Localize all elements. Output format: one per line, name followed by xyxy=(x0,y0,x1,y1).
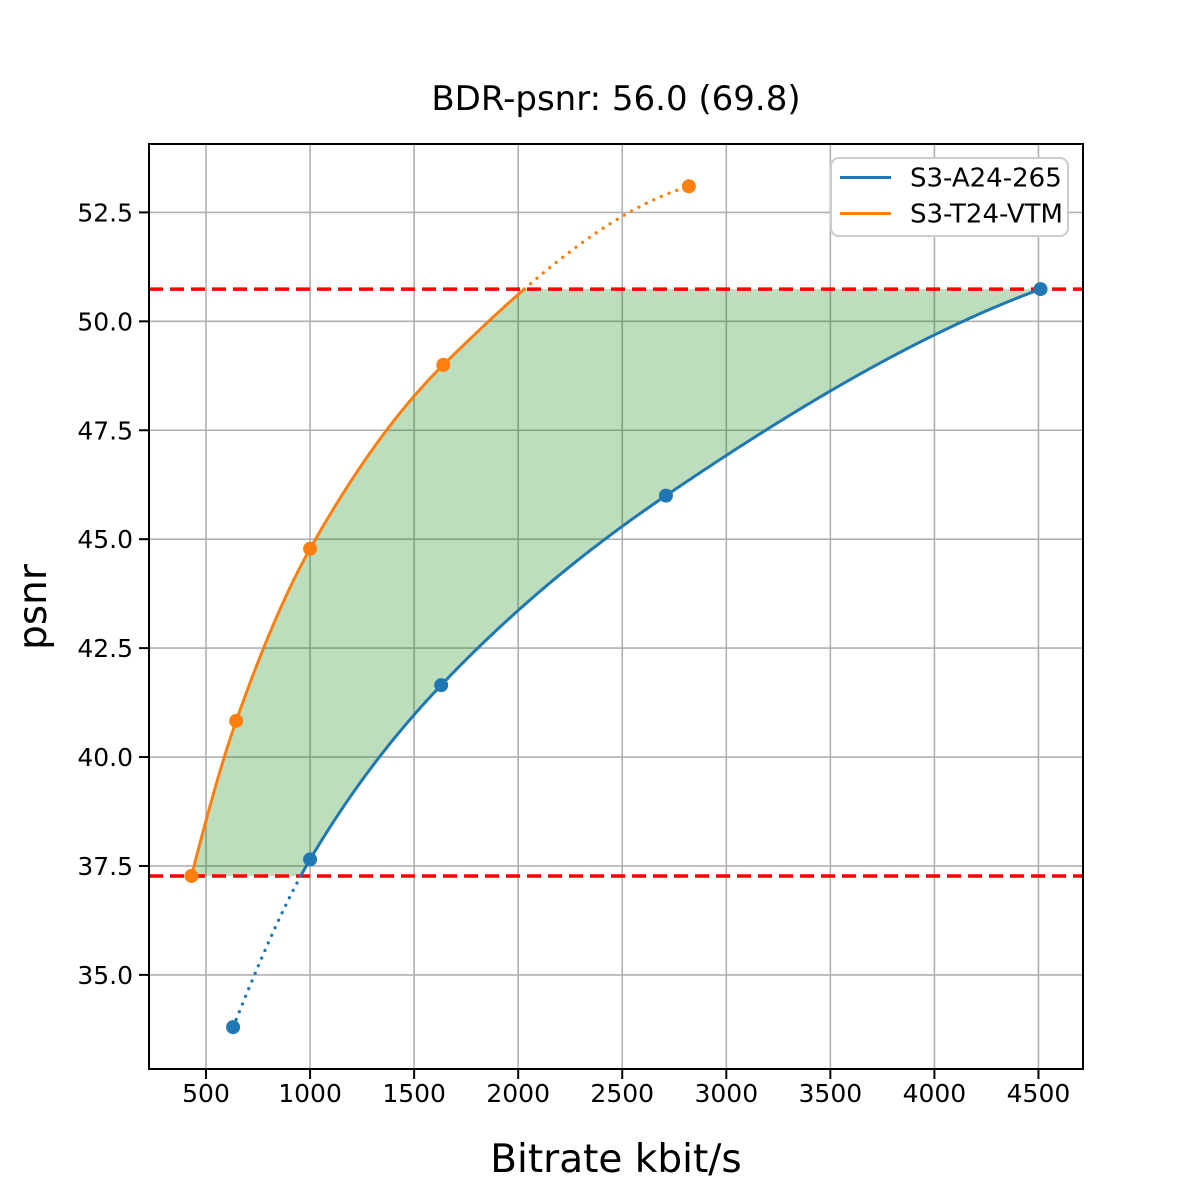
y-tick-label: 52.5 xyxy=(77,198,133,227)
legend-label-S3-T24-VTM: S3-T24-VTM xyxy=(910,200,1063,230)
data-points xyxy=(184,179,1048,1035)
y-tick-label: 37.5 xyxy=(77,852,133,881)
data-point-marker-S3-T24-VTM xyxy=(229,713,244,728)
x-tick-label: 2000 xyxy=(486,1079,550,1108)
data-point-marker-S3-A24-265 xyxy=(303,852,318,867)
overlap-fill-region xyxy=(191,289,1041,876)
data-point-marker-S3-A24-265 xyxy=(434,678,449,693)
overlap-fill xyxy=(191,289,1041,876)
data-point-marker-S3-A24-265 xyxy=(226,1020,241,1035)
plot-border xyxy=(148,143,1084,1070)
series-line-dotted-S3-A24-265 xyxy=(231,874,303,1029)
x-tick-label: 1000 xyxy=(278,1079,342,1108)
y-tick-label: 40.0 xyxy=(77,743,133,772)
x-tick-label: 3000 xyxy=(694,1079,758,1108)
x-tick-label: 2500 xyxy=(590,1079,654,1108)
chart-title: BDR-psnr: 56.0 (69.8) xyxy=(431,79,800,119)
x-axis-label: Bitrate kbit/s xyxy=(490,1137,741,1182)
series-line-S3-T24-VTM xyxy=(189,287,526,878)
y-axis-label: psnr xyxy=(11,563,56,650)
y-tick-label: 35.0 xyxy=(77,961,133,990)
axes: 500 1000 1500 2000 2500 3000 3500 4000 4500 35.0 3… xyxy=(77,143,1084,1108)
data-point-marker-S3-T24-VTM xyxy=(184,868,199,883)
x-tick-label: 4500 xyxy=(1007,1079,1071,1108)
y-tick-label: 47.5 xyxy=(77,416,133,445)
data-point-marker-S3-T24-VTM xyxy=(303,541,318,556)
y-tick-label: 42.5 xyxy=(77,634,133,663)
x-tick-label: 1500 xyxy=(382,1079,446,1108)
y-tick-label: 45.0 xyxy=(77,525,133,554)
reference-lines xyxy=(149,287,1083,878)
legend: S3-A24-265 S3-T24-VTM xyxy=(830,157,1069,237)
x-tick-label: 3500 xyxy=(799,1079,863,1108)
series-line-dotted-S3-T24-VTM xyxy=(522,184,691,291)
y-tick-label: 50.0 xyxy=(77,307,133,336)
data-point-marker-S3-T24-VTM xyxy=(436,357,451,372)
data-point-marker-S3-A24-265 xyxy=(1033,282,1048,297)
x-tick-label: 4000 xyxy=(903,1079,967,1108)
data-point-marker-S3-T24-VTM xyxy=(681,179,696,194)
x-tick-label: 500 xyxy=(182,1079,230,1108)
legend-label-S3-A24-265: S3-A24-265 xyxy=(910,164,1062,194)
data-point-marker-S3-A24-265 xyxy=(658,488,673,503)
